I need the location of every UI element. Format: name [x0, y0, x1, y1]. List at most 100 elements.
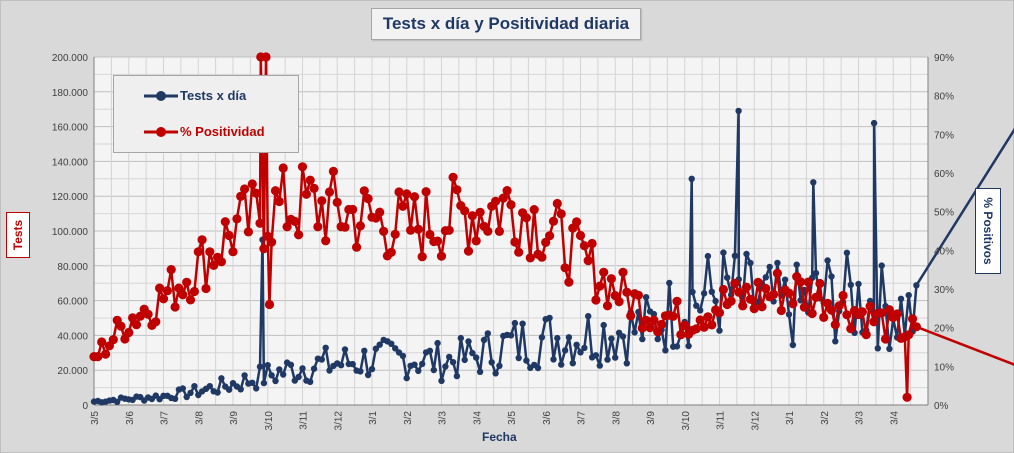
data-point: [785, 311, 793, 318]
data-point: [587, 238, 597, 249]
data-point: [363, 194, 373, 204]
data-point: [618, 267, 628, 277]
data-point: [247, 179, 257, 189]
data-point: [830, 320, 840, 330]
data-point: [807, 308, 817, 319]
data-point: [843, 249, 851, 256]
data-point: [388, 340, 395, 347]
data-point: [691, 324, 701, 334]
y-tick-left-label: 80.000: [57, 262, 88, 273]
data-point: [403, 374, 410, 382]
data-point: [865, 301, 875, 311]
data-point: [606, 274, 617, 284]
x-tick-label: 3/3: [855, 411, 866, 425]
data-point: [220, 217, 230, 227]
data-point: [355, 221, 365, 231]
data-point: [326, 367, 333, 374]
data-point: [886, 345, 893, 352]
data-point: [475, 207, 485, 217]
x-tick-label: 3/4: [889, 411, 900, 425]
data-point: [274, 196, 284, 207]
data-point: [877, 308, 887, 318]
y-tick-left-label: 200.000: [52, 53, 89, 64]
data-point: [415, 367, 422, 375]
data-point: [341, 346, 349, 353]
data-point: [399, 352, 407, 360]
data-point: [861, 330, 871, 340]
y-tick-right-label: 60%: [934, 169, 954, 180]
x-tick-label: 3/9: [229, 411, 240, 425]
data-point: [251, 188, 261, 198]
data-point: [902, 392, 912, 402]
x-tick-label: 3/12: [750, 411, 761, 431]
data-point: [619, 333, 627, 340]
data-point: [602, 301, 613, 311]
data-point: [261, 52, 271, 62]
data-point: [639, 335, 646, 343]
data-point: [321, 236, 331, 246]
data-point: [776, 305, 786, 316]
data-point: [480, 336, 488, 344]
data-point: [734, 287, 744, 297]
data-point: [538, 334, 546, 341]
data-point: [623, 360, 630, 367]
data-point: [191, 383, 198, 390]
data-point: [155, 283, 165, 293]
data-point: [870, 119, 878, 127]
data-point: [774, 259, 781, 267]
data-point: [267, 237, 277, 247]
data-point: [724, 274, 731, 281]
data-point: [703, 312, 713, 322]
data-point: [349, 360, 356, 368]
data-point: [259, 244, 269, 254]
data-point: [823, 298, 833, 308]
data-point: [573, 341, 580, 348]
y-tick-right-label: 0%: [934, 401, 949, 412]
data-point: [905, 292, 912, 299]
data-point: [178, 290, 188, 300]
data-point: [834, 301, 844, 311]
data-point: [444, 225, 454, 235]
data-point: [436, 251, 447, 261]
data-point: [855, 280, 862, 288]
data-point: [575, 230, 586, 241]
y-tick-left-label: 100.000: [52, 227, 89, 238]
data-point: [704, 252, 712, 260]
data-point: [612, 354, 619, 361]
x-axis-label: Fecha: [482, 430, 517, 444]
data-point: [494, 226, 504, 236]
data-point: [116, 321, 126, 331]
data-point: [534, 364, 542, 372]
data-point: [596, 362, 603, 369]
y-tick-right-label: 80%: [934, 92, 954, 103]
data-point: [743, 250, 750, 258]
x-tick-label: 3/6: [542, 411, 553, 425]
data-point: [364, 371, 372, 379]
data-point: [498, 193, 508, 203]
data-point: [328, 166, 338, 176]
data-point: [359, 186, 369, 196]
data-point: [469, 349, 476, 357]
data-point: [372, 345, 380, 352]
data-point: [425, 229, 435, 240]
data-point: [249, 379, 256, 386]
data-point: [317, 196, 327, 206]
data-point: [649, 315, 659, 325]
data-point: [799, 302, 810, 312]
x-tick-label: 3/11: [716, 411, 727, 430]
data-point: [442, 363, 449, 370]
data-point: [309, 183, 319, 193]
data-point: [591, 295, 601, 305]
data-point: [433, 236, 443, 246]
data-point: [510, 237, 520, 247]
data-point: [135, 311, 145, 321]
data-point: [662, 347, 669, 354]
data-point: [525, 253, 535, 263]
data-point: [720, 249, 727, 256]
data-point: [476, 368, 484, 375]
data-point: [815, 278, 825, 289]
data-point: [491, 196, 501, 206]
x-tick-label: 3/12: [333, 411, 344, 431]
data-point: [700, 290, 708, 297]
y-tick-left-label: 140.000: [52, 157, 89, 168]
